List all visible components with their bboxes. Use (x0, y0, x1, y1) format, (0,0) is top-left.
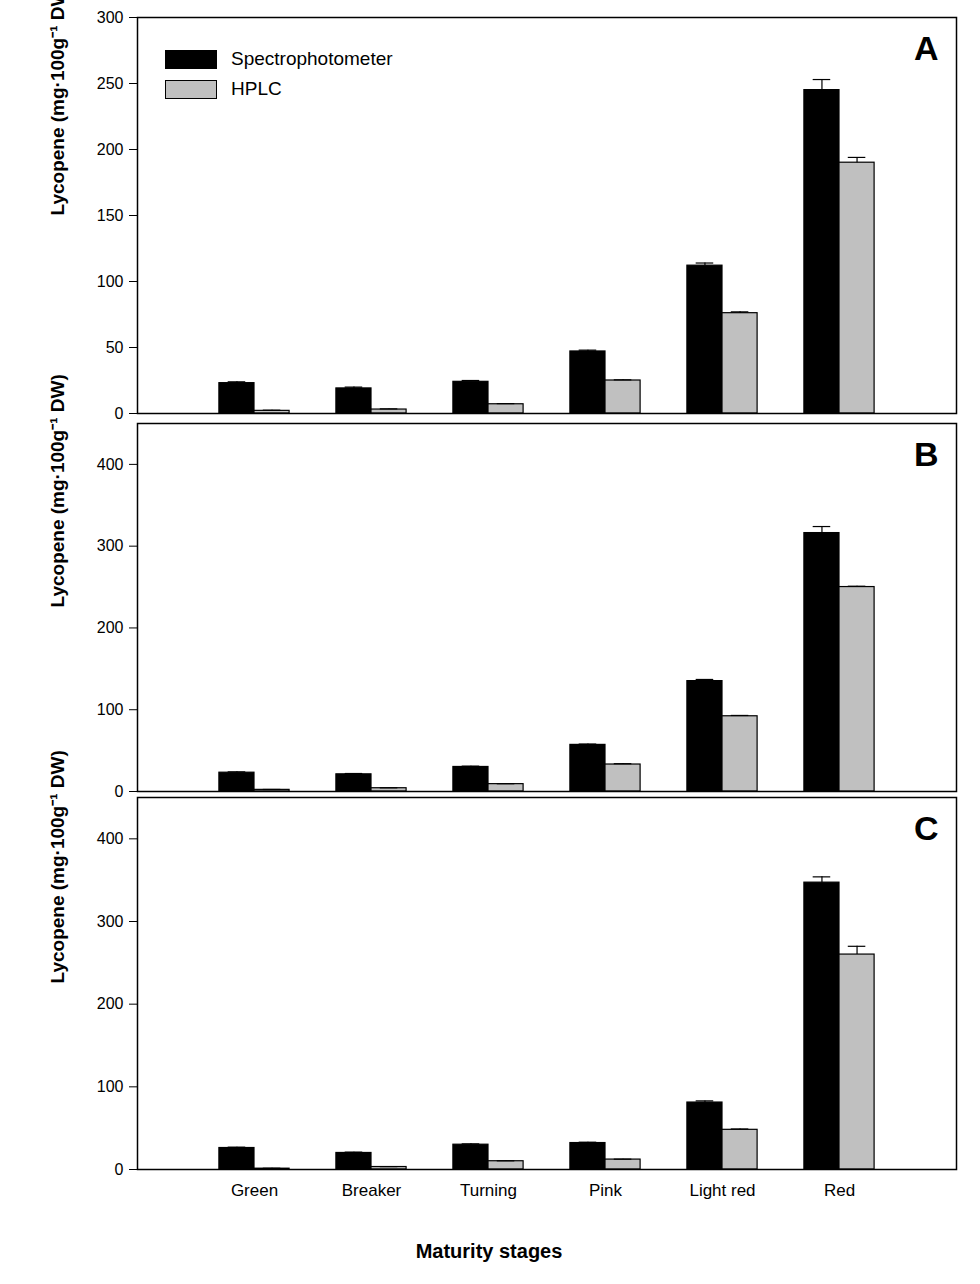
svg-text:100: 100 (97, 1078, 124, 1095)
svg-text:Green: Green (231, 1181, 278, 1200)
html-text:HPLC: HPLC (231, 78, 282, 99)
svg-text:200: 200 (97, 141, 124, 158)
svg-text:Lycopene (mg·100g⁻¹ DW): Lycopene (mg·100g⁻¹ DW) (47, 750, 68, 983)
svg-text:Turning: Turning (460, 1181, 517, 1200)
svg-text:300: 300 (97, 913, 124, 930)
svg-text:Breaker: Breaker (342, 1181, 402, 1200)
svg-text:100: 100 (97, 273, 124, 290)
svg-text:0: 0 (115, 405, 124, 422)
svg-text:50: 50 (106, 339, 124, 356)
svg-text:Light red: Light red (689, 1181, 755, 1200)
svg-text:200: 200 (97, 619, 124, 636)
svg-text:300: 300 (97, 9, 124, 26)
svg-text:A: A (914, 29, 939, 67)
svg-text:Maturity stages: Maturity stages (416, 1240, 563, 1262)
svg-text:Pink: Pink (589, 1181, 623, 1200)
svg-text:B: B (914, 435, 939, 473)
svg-text:0: 0 (115, 783, 124, 800)
svg-text:250: 250 (97, 75, 124, 92)
svg-text:400: 400 (97, 456, 124, 473)
svg-text:150: 150 (97, 207, 124, 224)
html-text:Spectrophotometer: Spectrophotometer (231, 48, 393, 69)
svg-text:Lycopene (mg·100g⁻¹ DW): Lycopene (mg·100g⁻¹ DW) (47, 0, 68, 216)
svg-text:400: 400 (97, 830, 124, 847)
svg-text:C: C (914, 809, 939, 847)
svg-text:100: 100 (97, 701, 124, 718)
svg-text:Red: Red (824, 1181, 855, 1200)
svg-text:300: 300 (97, 537, 124, 554)
svg-text:200: 200 (97, 995, 124, 1012)
svg-text:0: 0 (115, 1161, 124, 1178)
svg-text:Lycopene (mg·100g⁻¹ DW): Lycopene (mg·100g⁻¹ DW) (47, 374, 68, 607)
